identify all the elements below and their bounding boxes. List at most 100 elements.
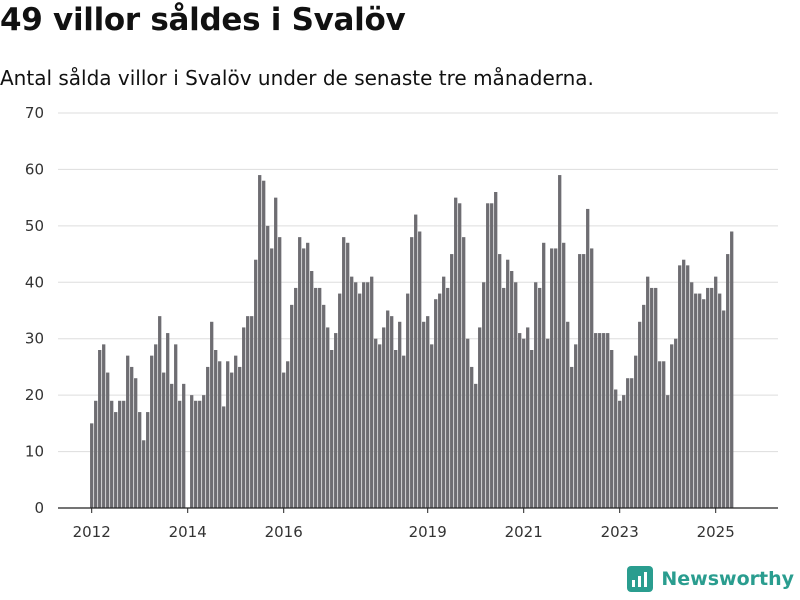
bar [686,265,690,508]
bar [358,293,362,508]
chart-subtitle: Antal sålda villor i Svalöv under de sen… [0,66,594,90]
bar [558,175,562,508]
bar [98,350,102,508]
bar [554,248,558,508]
bar [478,327,482,508]
bar [218,361,222,508]
newsworthy-brand[interactable]: Newsworthy [627,566,794,592]
bar [442,276,446,508]
bar [702,299,706,508]
bar [246,316,250,508]
x-tick-label: 2025 [697,523,735,541]
bar [638,321,642,508]
bar [642,304,646,508]
bar [362,282,366,508]
bar [238,366,242,508]
bar [714,276,718,508]
y-tick-label: 30 [25,330,44,348]
bar [162,372,166,508]
bar [694,293,698,508]
bar [90,423,94,508]
bar [190,395,194,508]
bar [318,287,322,508]
bar [618,400,622,508]
bar [202,395,206,508]
bar [270,248,274,508]
bar [606,333,610,508]
bar [226,361,230,508]
x-tick-label: 2016 [265,523,303,541]
bar [402,355,406,508]
bar [126,355,130,508]
bar [314,287,318,508]
y-tick-label: 40 [25,273,44,291]
bar [526,327,530,508]
bar [182,383,186,508]
bar [274,197,278,508]
bar [118,400,122,508]
bar [410,237,414,508]
bar [374,338,378,508]
bar [262,180,266,508]
bar [494,192,498,508]
bar [510,271,514,508]
bar [290,304,294,508]
bar [438,293,442,508]
bar [342,237,346,508]
bar [622,395,626,508]
bar [346,242,350,509]
bar [386,310,390,508]
bar [650,287,654,508]
bar [174,344,178,508]
y-tick-label: 50 [25,217,44,235]
bar [334,333,338,508]
bar [538,287,542,508]
bar [486,203,490,509]
bar [570,366,574,508]
bar [462,237,466,508]
bar [626,378,630,508]
x-tick-label: 2021 [505,523,543,541]
bar [382,327,386,508]
newsworthy-logo-icon [627,566,654,592]
bar [166,333,170,508]
bar [250,316,254,508]
bar [194,400,198,508]
bar [602,333,606,508]
bar [454,197,458,508]
bar [114,412,118,508]
bar [634,355,638,508]
bar [670,344,674,508]
bar [542,242,546,509]
bar [158,316,162,508]
bar [426,316,430,508]
bar [662,361,666,508]
bar [214,350,218,508]
bar [482,282,486,508]
x-tick-label: 2014 [169,523,207,541]
bar [498,254,502,508]
bar [718,293,722,508]
bar [206,366,210,508]
bar [574,344,578,508]
bar [282,372,286,508]
bar [122,400,126,508]
bar [458,203,462,509]
bar [354,282,358,508]
bar [230,372,234,508]
bar [446,287,450,508]
bar [254,259,258,508]
bar [110,400,114,508]
bar [590,248,594,508]
bar [370,276,374,508]
bar [474,383,478,508]
bar [610,350,614,508]
bar [646,276,650,508]
bar [146,412,150,508]
bar [130,366,134,508]
bar [534,282,538,508]
bar [514,282,518,508]
bar [698,293,702,508]
bar [706,287,710,508]
bar-chart: 0 10 20 30 40 50 60 70 49 2012 2014 2016 2019 2021 202… [25,0,778,541]
